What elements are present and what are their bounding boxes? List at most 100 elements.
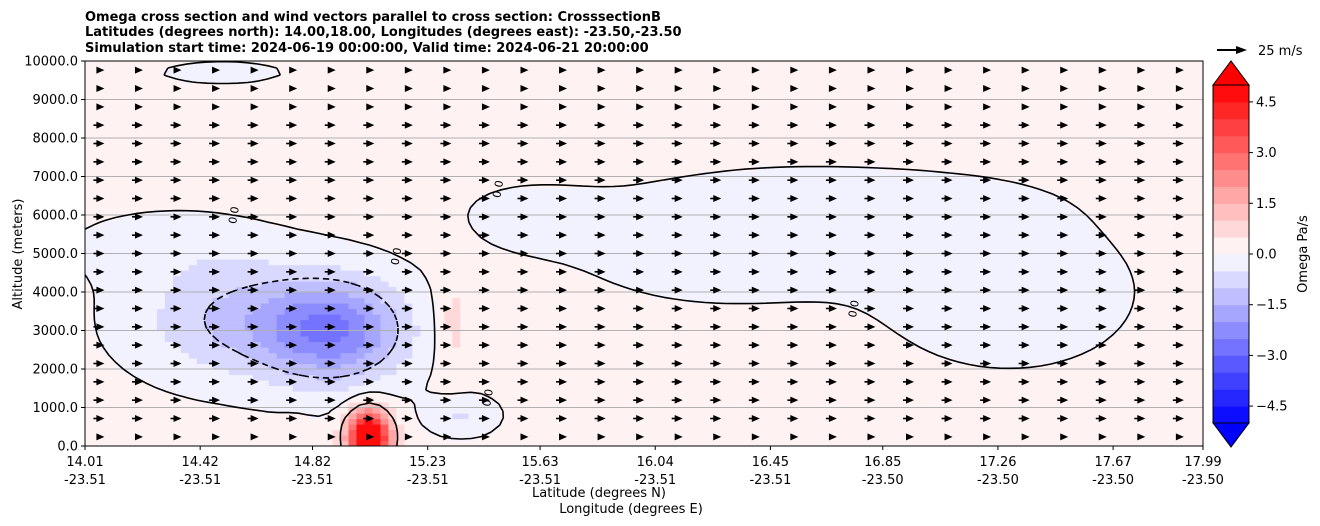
omega-cell [268, 281, 278, 288]
omega-cell [188, 99, 198, 106]
omega-cell [276, 127, 286, 134]
omega-cell [540, 418, 549, 425]
omega-cell [428, 413, 437, 420]
omega-cell [228, 187, 238, 194]
omega-cell [572, 83, 581, 90]
omega-cell [500, 418, 509, 425]
omega-cell [492, 149, 501, 156]
omega-cell [364, 424, 374, 431]
omega-cell [548, 72, 557, 79]
omega-cell [140, 341, 150, 348]
omega-cell [540, 171, 549, 178]
omega-cell [348, 424, 358, 431]
omega-cell [492, 83, 501, 90]
omega-cell [492, 182, 501, 189]
omega-cell [196, 429, 206, 436]
omega-cell [508, 61, 517, 68]
omega-cell [572, 319, 581, 326]
omega-cell [460, 396, 469, 403]
omega-cell [364, 220, 374, 227]
omega-cell [356, 292, 366, 299]
omega-cell [164, 154, 174, 161]
omega-cell [516, 429, 525, 436]
omega-cell [212, 264, 222, 271]
omega-cell [244, 418, 254, 425]
omega-cell [588, 413, 597, 420]
omega-cell [300, 297, 310, 304]
omega-cell [172, 242, 182, 249]
omega-cell [124, 127, 134, 134]
omega-cell [532, 160, 541, 167]
omega-cell [620, 94, 629, 101]
omega-cell [548, 61, 557, 68]
omega-cell [124, 424, 134, 431]
omega-cell [380, 72, 390, 79]
omega-cell [92, 182, 102, 189]
omega-cell [364, 259, 374, 266]
omega-cell [236, 270, 246, 277]
omega-cell [604, 385, 613, 392]
omega-cell [620, 171, 629, 178]
omega-cell [396, 237, 406, 244]
omega-cell [412, 204, 421, 211]
omega-cell [92, 259, 102, 266]
omega-cell [460, 61, 469, 68]
omega-cell [148, 429, 158, 436]
omega-cell [388, 231, 398, 238]
omega-cell [85, 418, 94, 425]
omega-cell [92, 226, 102, 233]
omega-cell [420, 94, 429, 101]
omega-cell [628, 72, 637, 79]
omega-cell [116, 143, 126, 150]
omega-cell [644, 319, 653, 326]
omega-cell [436, 270, 445, 277]
omega-cell [196, 369, 206, 376]
omega-cell [220, 391, 230, 398]
omega-cell [156, 418, 166, 425]
omega-cell [180, 242, 190, 249]
omega-cell [412, 215, 421, 222]
omega-cell [540, 369, 549, 376]
omega-cell [420, 380, 429, 387]
omega-cell [348, 121, 358, 128]
omega-cell [164, 418, 174, 425]
omega-cell [100, 83, 110, 90]
omega-cell [300, 171, 310, 178]
omega-cell [628, 358, 637, 365]
omega-cell [492, 143, 501, 150]
omega-cell [276, 182, 286, 189]
omega-cell [124, 292, 134, 299]
omega-cell [492, 374, 501, 381]
omega-cell [532, 264, 541, 271]
omega-cell [492, 297, 501, 304]
omega-cell [636, 336, 645, 343]
omega-cell [532, 330, 541, 337]
omega-cell [260, 275, 270, 282]
omega-cell [444, 116, 453, 123]
omega-cell [492, 116, 501, 123]
omega-cell [468, 275, 477, 282]
omega-cell [500, 198, 509, 205]
omega-cell [348, 77, 358, 84]
omega-cell [460, 358, 469, 365]
omega-cell [428, 314, 437, 321]
omega-cell [100, 253, 110, 260]
omega-cell [284, 116, 294, 123]
omega-cell [188, 215, 198, 222]
omega-cell [164, 440, 174, 446]
omega-cell [452, 369, 461, 376]
omega-cell [356, 66, 366, 73]
omega-cell [396, 314, 406, 321]
omega-cell [156, 330, 166, 337]
omega-cell [100, 264, 110, 271]
omega-cell [604, 138, 613, 145]
omega-cell [244, 363, 254, 370]
omega-cell [412, 171, 421, 178]
omega-cell [636, 314, 645, 321]
omega-cell [460, 418, 469, 425]
omega-cell [268, 336, 278, 343]
omega-cell [372, 198, 382, 205]
omega-cell [396, 297, 406, 304]
omega-cell [460, 154, 469, 161]
omega-cell [572, 215, 581, 222]
